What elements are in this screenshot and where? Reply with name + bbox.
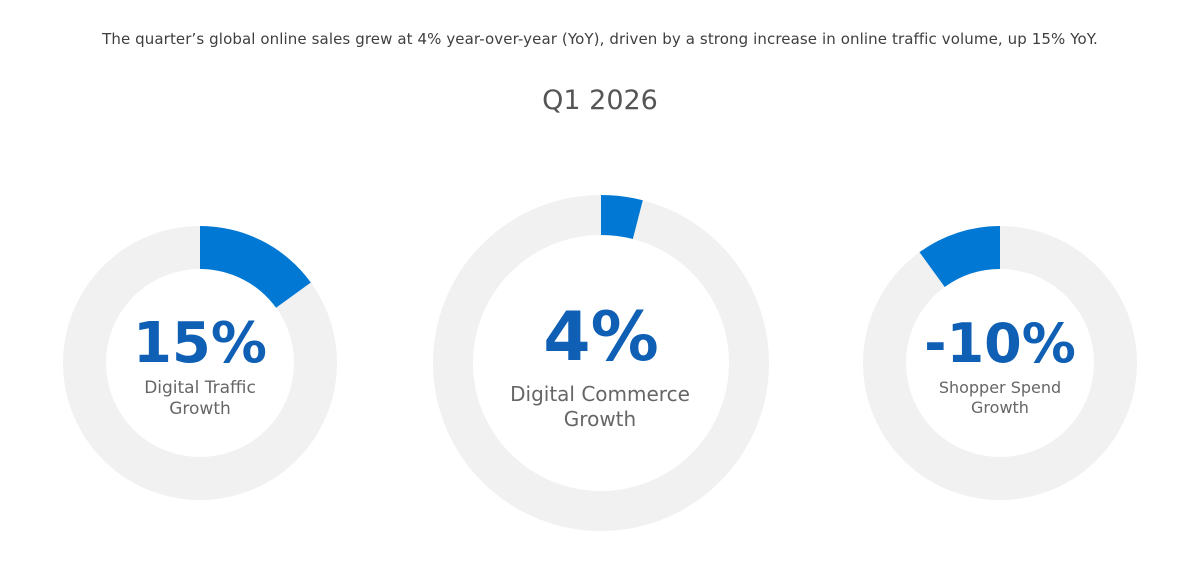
period-title: Q1 2026 (542, 85, 658, 116)
donut-label-traffic: Digital Traffic Growth (100, 378, 300, 421)
donut-value-spend: -10% (924, 312, 1076, 375)
donut-value-traffic: 15% (133, 311, 267, 376)
donut-label-commerce: Digital Commerce Growth (470, 382, 730, 432)
donut-label-commerce-line2: Growth (563, 407, 637, 431)
donut-value-commerce: 4% (543, 298, 658, 377)
donut-segment-spend (919, 226, 1000, 287)
donut-label-spend: Shopper Spend Growth (900, 378, 1100, 418)
chart-subtitle: The quarter’s global online sales grew a… (102, 30, 1098, 48)
donut-segment-traffic (200, 226, 311, 308)
donut-label-spend-line1: Shopper Spend (938, 378, 1062, 397)
donut-segment-commerce (601, 195, 643, 240)
donut-label-spend-line2: Growth (971, 398, 1029, 417)
donut-label-commerce-line1: Digital Commerce (510, 382, 690, 406)
donut-label-traffic-line2: Growth (169, 399, 231, 420)
donut-label-traffic-line1: Digital Traffic (144, 378, 256, 398)
